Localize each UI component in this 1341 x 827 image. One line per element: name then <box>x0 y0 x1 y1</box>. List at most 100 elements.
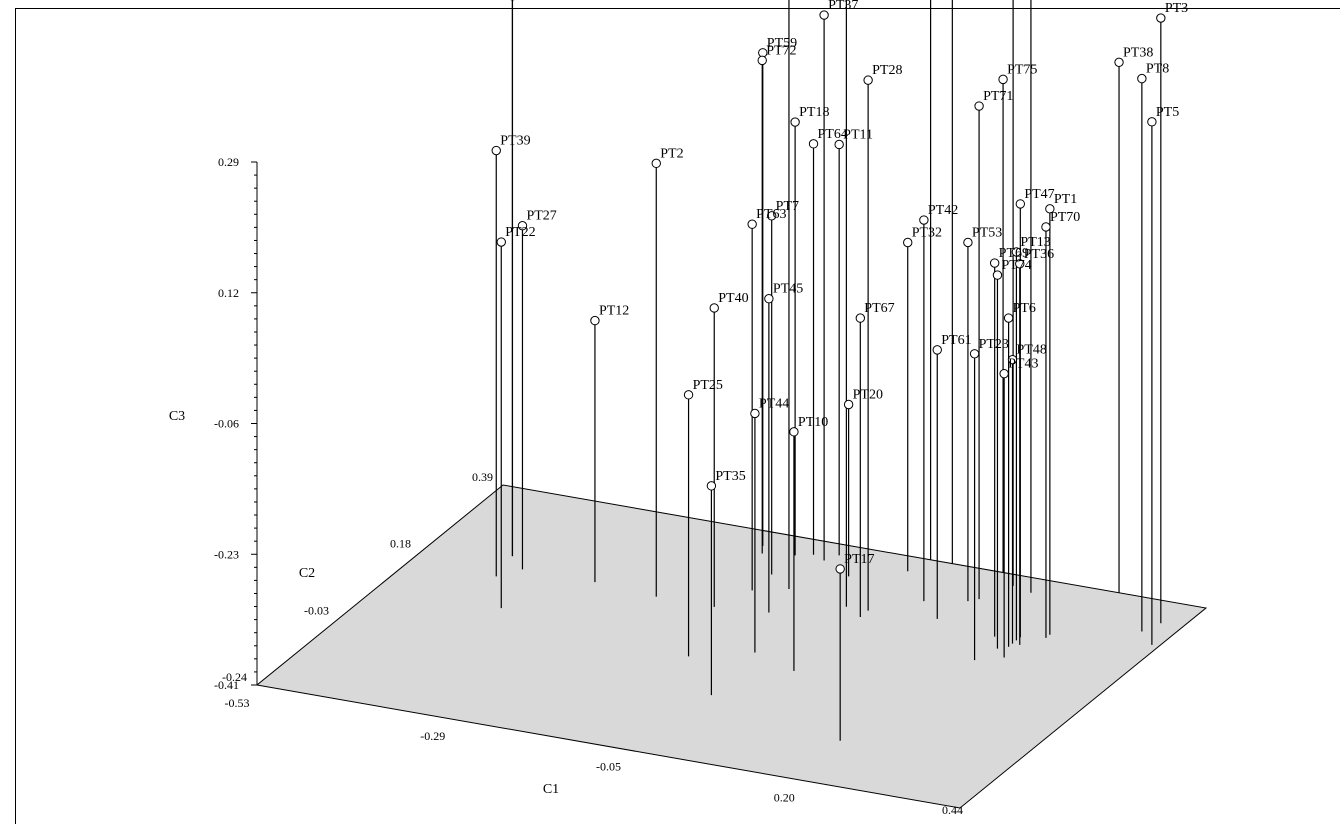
y-tick-label: 0.39 <box>472 470 493 484</box>
stems <box>495 0 1162 741</box>
point-marker <box>999 368 1009 379</box>
point-label: PT8 <box>1146 62 1169 77</box>
point-labels: PT66PT68PT39PT22PT27PT59PT72PT18PT2PT64P… <box>500 0 1188 567</box>
point-label: PT45 <box>773 282 803 297</box>
point-label: PT70 <box>1050 210 1080 225</box>
point-marker <box>932 345 942 355</box>
point-marker <box>789 427 799 437</box>
y-axis-title: C2 <box>299 566 315 581</box>
point-label: PT53 <box>972 225 1002 240</box>
point-marker <box>757 55 767 66</box>
point-marker <box>750 408 760 419</box>
point-marker <box>969 349 980 359</box>
point-label: PT5 <box>1156 105 1179 120</box>
point-marker <box>989 258 1000 268</box>
point-marker <box>747 219 757 229</box>
point-marker <box>1007 354 1018 365</box>
point-label: PT18 <box>799 105 829 120</box>
point-label: PT40 <box>718 291 748 306</box>
point-marker <box>491 145 501 156</box>
point-label: PT11 <box>843 127 873 142</box>
point-marker <box>835 564 845 574</box>
point-label: PT37 <box>828 0 858 13</box>
axes: -0.41 -0.23 -0.06 0.12 0.29 -0.53 -0.29 -0.05 0.… <box>169 155 963 817</box>
point-label: PT7 <box>776 199 799 214</box>
y-tick-label: -0.03 <box>304 603 329 617</box>
point-label: PT59 <box>767 36 797 51</box>
point-label: PT25 <box>693 378 723 393</box>
point-marker <box>1137 73 1147 84</box>
point-label: PT23 <box>979 337 1009 352</box>
point-label: PT22 <box>505 225 535 240</box>
z-tick-label: 0.29 <box>218 155 239 169</box>
point-label: PT38 <box>1123 45 1153 60</box>
point-label: PT2 <box>660 146 683 161</box>
point-label: PT17 <box>844 552 874 567</box>
x-tick-label: 0.20 <box>774 790 795 804</box>
point-label: PT10 <box>798 415 828 430</box>
point-label: PT6 <box>1013 301 1036 316</box>
point-marker <box>855 313 866 323</box>
point-marker <box>808 139 819 149</box>
point-label: PT1 <box>1054 192 1077 207</box>
z-axis-title: C3 <box>169 409 185 424</box>
floor-plane <box>255 484 1208 809</box>
z-tick-label: -0.06 <box>214 417 239 431</box>
figure-frame <box>15 8 1340 824</box>
point-marker <box>819 10 829 20</box>
point-label: PT39 <box>500 134 530 149</box>
point-marker <box>790 117 800 127</box>
point-marker <box>1015 259 1025 269</box>
z-tick-label: 0.12 <box>218 286 239 300</box>
floor-polygon <box>255 484 1208 809</box>
point-label: PT64 <box>818 127 848 142</box>
point-label: PT74 <box>1001 258 1031 273</box>
point-marker <box>1011 247 1022 257</box>
point-marker <box>590 315 600 326</box>
x-tick-label: -0.53 <box>225 696 250 710</box>
point-marker <box>963 237 973 248</box>
point-label: PT47 <box>1024 187 1054 202</box>
point-marker <box>1041 222 1051 232</box>
point-label: PT63 <box>756 207 786 222</box>
point-label: PT43 <box>1008 357 1038 372</box>
point-label: PT36 <box>1024 247 1054 262</box>
point-marker <box>1114 57 1124 68</box>
y-tick-label: -0.24 <box>222 670 247 684</box>
point-label: PT27 <box>526 209 556 224</box>
z-tick-label: -0.23 <box>214 547 239 561</box>
x-axis-title: C1 <box>543 782 559 797</box>
point-label: PT75 <box>1007 62 1037 77</box>
point-label: PT20 <box>853 387 883 402</box>
point-marker <box>1003 313 1014 323</box>
point-marker <box>766 211 777 221</box>
point-label: PT48 <box>1017 343 1047 358</box>
point-marker <box>919 215 929 225</box>
z-tick-label: -0.41 <box>214 678 239 692</box>
point-marker <box>1045 204 1055 214</box>
point-label: PT69 <box>999 246 1029 261</box>
point-marker <box>903 237 913 248</box>
point-label: PT42 <box>928 203 958 218</box>
point-label: PT12 <box>599 304 629 319</box>
point-marker <box>706 481 717 491</box>
point-marker <box>998 74 1008 85</box>
point-marker <box>974 101 984 111</box>
point-marker <box>843 399 854 410</box>
point-marker <box>1015 199 1026 209</box>
point-marker <box>863 75 873 85</box>
point-label: PT72 <box>766 43 796 58</box>
point-label: PT61 <box>941 333 971 348</box>
markers <box>491 0 1166 574</box>
point-marker <box>1156 13 1166 23</box>
point-label: PT32 <box>912 226 942 241</box>
point-label: PT44 <box>759 396 789 411</box>
x-tick-label: 0.44 <box>942 803 963 817</box>
point-label: PT71 <box>983 89 1013 104</box>
point-label: PT28 <box>872 63 902 78</box>
point-marker <box>764 294 774 304</box>
point-marker <box>834 139 844 150</box>
x-tick-label: -0.05 <box>596 760 621 774</box>
